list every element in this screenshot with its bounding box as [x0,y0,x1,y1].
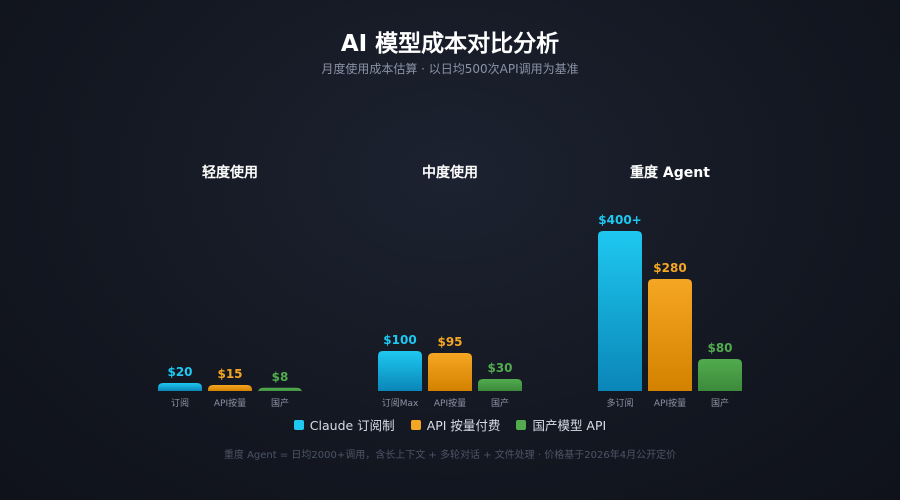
legend-swatch-api [410,419,421,430]
legend: Claude 订阅制 API 按量付费 国产模型 API [0,415,900,434]
bar-subscription-group-1 [158,383,202,391]
category-label-api-group-1: API按量 [214,397,246,409]
category-label-domestic-group-2: 国产 [491,397,509,409]
category-label-domestic-group-1: 国产 [271,397,289,409]
legend-label-api: API 按量付费 [426,418,501,433]
bar-api-group-1 [208,385,252,391]
group-title-2: 中度使用 [422,164,478,181]
category-label-api-group-2: API按量 [434,397,466,409]
bar-subscription-group-3 [598,231,642,391]
bar-domestic-group-2 [478,379,522,391]
category-label-subscription-group-1: 订阅 [171,398,189,409]
value-label-api-group-1: $15 [217,367,242,381]
chart-subtitle: 月度使用成本估算 · 以日均500次API调用为基准 [321,62,579,76]
legend-item-domestic: 国产模型 API [516,415,606,434]
bar-api-group-2 [428,353,472,391]
value-label-subscription-group-1: $20 [167,365,192,379]
legend-swatch-subscription [293,419,304,430]
legend-item-api: API 按量付费 [410,415,501,434]
group-title-3: 重度 Agent [630,164,710,181]
value-label-domestic-group-2: $30 [487,361,512,375]
value-label-domestic-group-3: $80 [707,341,732,355]
category-label-subscription-group-2: 订阅Max [382,398,419,409]
value-label-subscription-group-3: $400+ [598,213,641,227]
bar-api-group-3 [648,279,692,391]
group-title-1: 轻度使用 [202,164,258,181]
category-label-subscription-group-3: 多订阅 [606,397,633,409]
value-label-api-group-3: $280 [653,261,686,275]
legend-swatch-domestic [516,419,527,430]
value-label-subscription-group-2: $100 [383,333,416,347]
chart-title: AI 模型成本对比分析 [340,31,560,57]
category-label-api-group-3: API按量 [654,397,686,409]
legend-item-subscription: Claude 订阅制 [293,415,395,434]
bar-domestic-group-1 [258,387,302,393]
legend-label-subscription: Claude 订阅制 [309,418,395,433]
bar-subscription-group-2 [378,351,422,391]
footnote: 重度 Agent = 日均2000+调用，含长上下文 + 多轮对话 + 文件处理… [223,450,677,461]
category-label-domestic-group-3: 国产 [711,397,729,409]
value-label-api-group-2: $95 [437,335,462,349]
bar-domestic-group-3 [698,359,742,391]
legend-label-domestic: 国产模型 API [532,418,607,433]
value-label-domestic-group-1: $8 [272,370,289,384]
